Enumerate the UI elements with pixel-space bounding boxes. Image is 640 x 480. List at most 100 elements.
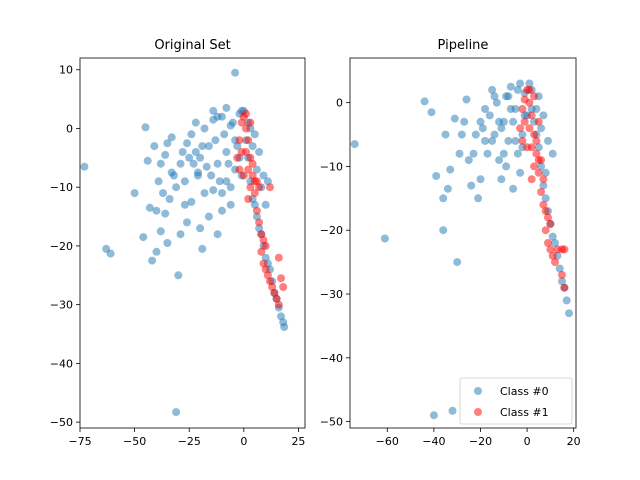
data-point <box>237 148 246 156</box>
data-point <box>189 159 198 168</box>
data-point <box>266 183 274 192</box>
data-point <box>560 283 569 292</box>
data-point <box>544 239 552 247</box>
chart-title: Pipeline <box>438 38 489 53</box>
data-point <box>555 264 564 273</box>
points-layer <box>80 68 289 417</box>
data-point <box>544 136 552 145</box>
data-point <box>481 136 490 145</box>
data-point <box>551 239 559 247</box>
y-tick-label: −10 <box>50 181 73 194</box>
data-point <box>537 156 546 165</box>
x-tick-label: −75 <box>68 435 91 448</box>
data-point <box>161 150 170 159</box>
data-point <box>242 109 250 118</box>
data-point <box>174 271 183 280</box>
data-point <box>200 124 209 133</box>
data-point <box>180 177 189 186</box>
data-point <box>478 124 487 133</box>
data-point <box>520 95 529 104</box>
x-tick-label: 20 <box>567 435 581 448</box>
data-point <box>476 117 485 126</box>
data-point <box>244 195 253 203</box>
data-point <box>506 105 515 113</box>
data-point <box>141 123 150 132</box>
data-point <box>156 227 165 236</box>
data-point <box>204 212 213 221</box>
y-tick-label: −50 <box>320 416 343 429</box>
data-point <box>259 171 268 180</box>
data-point <box>152 206 161 215</box>
data-point <box>516 168 525 177</box>
data-point <box>198 142 207 151</box>
data-point <box>159 189 167 198</box>
data-point <box>537 162 546 171</box>
data-point <box>224 159 233 168</box>
data-point <box>163 239 172 247</box>
series-class-1 <box>516 85 569 292</box>
data-point <box>511 136 520 145</box>
data-point <box>172 408 181 417</box>
data-point <box>235 136 244 145</box>
data-point <box>530 162 539 171</box>
data-point <box>537 188 546 196</box>
data-point <box>483 149 492 158</box>
data-point <box>532 136 541 145</box>
data-point <box>506 82 515 91</box>
data-point <box>152 247 161 256</box>
data-point <box>534 143 543 152</box>
data-point <box>497 124 506 133</box>
data-point <box>274 300 283 309</box>
data-point <box>213 112 222 121</box>
data-point <box>520 111 529 120</box>
data-point <box>492 98 501 107</box>
data-point <box>518 130 527 139</box>
axes-frame <box>79 57 306 429</box>
data-point <box>194 171 202 180</box>
data-point <box>457 130 466 139</box>
data-point <box>476 175 485 184</box>
data-point <box>277 274 285 283</box>
data-point <box>446 165 455 174</box>
data-point <box>539 111 548 120</box>
data-point <box>495 156 504 165</box>
series-class-1 <box>233 109 288 309</box>
data-point <box>213 159 222 168</box>
subplot-pipeline: −60 −40 −20 0 20 0 −10 −20 −30 −40 −50 Pipeline Clas… <box>320 38 581 448</box>
data-point <box>427 108 436 117</box>
y-tick-label: −20 <box>320 224 343 237</box>
data-point <box>185 153 194 162</box>
data-point <box>218 206 226 215</box>
data-point <box>279 283 288 291</box>
x-tick-label: −60 <box>376 435 399 448</box>
chart-title: Original Set <box>154 38 230 53</box>
data-point <box>530 92 539 101</box>
data-point <box>252 165 261 174</box>
data-point <box>513 149 522 158</box>
legend-marker <box>474 387 482 395</box>
data-point <box>565 309 573 318</box>
data-point <box>191 118 200 127</box>
data-point <box>244 165 253 174</box>
data-point <box>172 183 181 192</box>
data-point <box>154 177 163 186</box>
data-point <box>532 105 541 113</box>
data-point <box>471 130 480 139</box>
data-point <box>183 139 191 148</box>
x-tick-label: −40 <box>422 435 445 448</box>
data-point <box>541 226 550 235</box>
data-point <box>541 207 550 216</box>
subplot-original-set: −75 −50 −25 0 25 10 0 −10 −20 −30 −40 −50 Original S… <box>50 38 306 448</box>
data-point <box>200 189 209 198</box>
x-tick-label: −20 <box>469 435 492 448</box>
data-point <box>228 118 237 127</box>
x-tick-label: 0 <box>524 435 531 448</box>
legend: Class #0 Class #1 <box>459 377 573 425</box>
data-point <box>274 253 283 262</box>
y-tick-label: −50 <box>50 416 73 429</box>
data-point <box>469 149 478 158</box>
data-point <box>196 153 205 162</box>
data-point <box>244 136 253 145</box>
data-point <box>222 103 231 112</box>
data-point <box>548 232 557 241</box>
